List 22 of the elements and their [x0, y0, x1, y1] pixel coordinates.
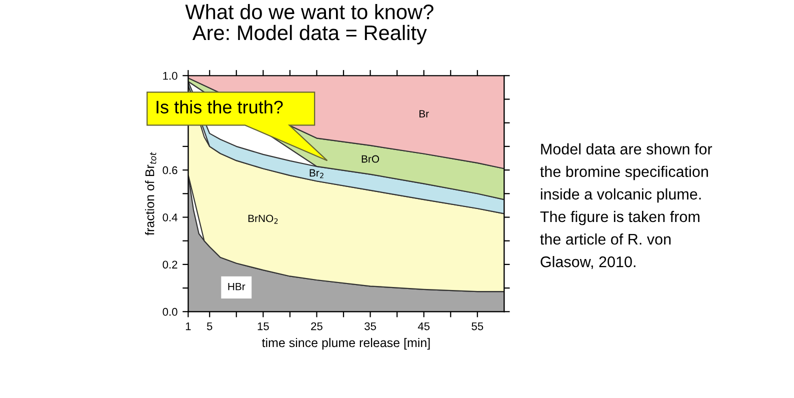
x-axis-title: time since plume release [min]: [262, 338, 430, 350]
y-tick-label: 0.2: [162, 260, 178, 269]
x-tick-label: 25: [311, 322, 322, 330]
annotation: Is this the truth?: [156, 100, 283, 114]
series-label: BrNO$_{2}$: [248, 214, 278, 224]
x-tick-label: 5: [206, 322, 212, 330]
y-tick-label: 0.0: [162, 308, 178, 316]
x-tick-label: 15: [258, 322, 269, 330]
series-label: Br$_{2}$: [310, 169, 324, 178]
y-tick-label: 1.0: [163, 72, 178, 80]
series-label: Br: [419, 110, 429, 118]
text: Model data are shown for the bromine specification inside a volcanic plume. The figure is taken from the article of R. von Glasow, 2010.: [540, 143, 712, 270]
x-tick-label: 55: [472, 322, 484, 330]
y-tick-label: 0.6: [162, 166, 178, 174]
y-axis-title: fraction of Br$_{tot}$: [145, 152, 156, 236]
x-tick-label: 1: [186, 322, 191, 330]
x-tick-label: 35: [364, 322, 376, 330]
chart-title: What do we want to know? Are: Model data = Reality: [185, 4, 434, 44]
series-label: BrO: [362, 155, 380, 163]
x-tick-label: 45: [418, 322, 430, 330]
y-tick-label: 0.4: [162, 213, 178, 222]
series-label: HBr: [228, 282, 246, 290]
